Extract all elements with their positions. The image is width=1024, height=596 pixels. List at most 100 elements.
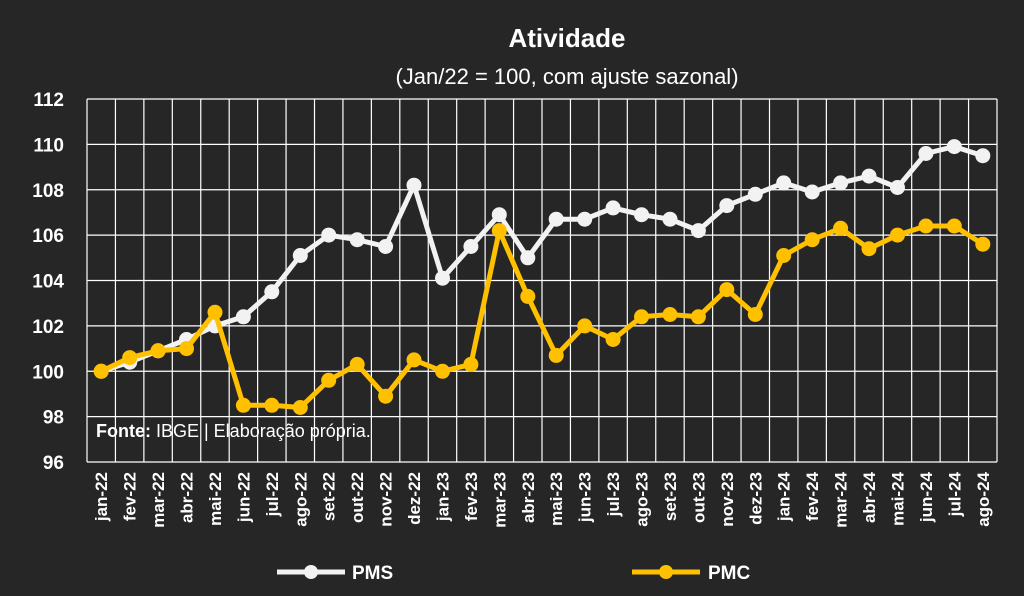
point-pmc bbox=[776, 248, 792, 263]
x-tick-label: jun-23 bbox=[576, 472, 595, 523]
x-tick-label: jan-23 bbox=[433, 472, 452, 522]
legend-marker-pms bbox=[304, 565, 318, 579]
point-pmc bbox=[264, 397, 280, 413]
x-tick-label: abr-23 bbox=[519, 472, 538, 523]
point-pmc bbox=[577, 318, 593, 334]
point-pmc bbox=[235, 397, 251, 413]
point-pms bbox=[491, 207, 507, 223]
point-pmc bbox=[207, 304, 223, 320]
x-tick-label: fev-23 bbox=[462, 472, 481, 521]
point-pms bbox=[890, 180, 905, 195]
x-tick-label: ago-24 bbox=[974, 471, 993, 526]
x-tick-label: dez-22 bbox=[405, 472, 424, 525]
x-tick-label: mai-24 bbox=[888, 471, 907, 525]
point-pmc bbox=[435, 363, 450, 379]
point-pms bbox=[946, 139, 962, 155]
chart-title: Atividade bbox=[508, 23, 625, 53]
chart-subtitle: (Jan/22 = 100, com ajuste sazonal) bbox=[395, 64, 738, 89]
point-pms bbox=[406, 177, 422, 193]
y-tick-label: 106 bbox=[32, 226, 64, 247]
x-tick-label: out-22 bbox=[348, 472, 367, 523]
x-tick-label: mar-22 bbox=[149, 472, 168, 528]
legend-marker-pmc bbox=[659, 565, 673, 579]
y-axis: 96 98 100 102 104 106 108 110 112 bbox=[32, 90, 64, 474]
point-pms bbox=[833, 175, 849, 191]
point-pmc bbox=[93, 363, 109, 379]
grid bbox=[86, 98, 998, 463]
point-pms bbox=[292, 248, 308, 263]
x-tick-label: jan-24 bbox=[775, 471, 794, 522]
y-tick-label: 100 bbox=[32, 362, 64, 383]
point-pms bbox=[776, 175, 792, 191]
x-tick-label: nov-22 bbox=[377, 472, 396, 527]
point-pms bbox=[719, 198, 735, 214]
point-pmc bbox=[122, 350, 138, 366]
x-tick-label: fev-22 bbox=[121, 472, 140, 521]
point-pmc bbox=[179, 341, 194, 357]
x-tick-label: jun-24 bbox=[917, 471, 936, 523]
point-pms bbox=[662, 211, 678, 227]
y-tick-label: 112 bbox=[33, 90, 64, 111]
point-pmc bbox=[946, 218, 962, 234]
x-tick-label: ago-22 bbox=[291, 472, 310, 527]
source-text: IBGE | Elaboração própria. bbox=[151, 421, 371, 441]
point-pmc bbox=[662, 307, 678, 322]
x-tick-label: dez-23 bbox=[746, 472, 765, 525]
y-tick-label: 104 bbox=[32, 272, 64, 293]
point-pms bbox=[235, 309, 251, 325]
point-pmc bbox=[548, 347, 564, 363]
x-tick-label: ago-23 bbox=[633, 472, 652, 527]
point-pmc bbox=[747, 307, 763, 322]
series-pmc bbox=[93, 218, 991, 415]
point-pmc bbox=[719, 282, 735, 298]
x-tick-label: mai-22 bbox=[206, 472, 225, 526]
x-tick-label: jun-22 bbox=[234, 472, 253, 523]
source-annotation: Fonte: IBGE | Elaboração própria. bbox=[96, 421, 371, 441]
point-pms bbox=[520, 250, 536, 266]
point-pms bbox=[918, 146, 934, 161]
x-tick-label: jul-23 bbox=[604, 472, 623, 517]
point-pmc bbox=[406, 352, 422, 368]
point-pmc bbox=[890, 227, 905, 243]
point-pms bbox=[548, 211, 564, 227]
point-pms bbox=[264, 284, 280, 300]
x-tick-label: mar-24 bbox=[832, 471, 851, 527]
point-pmc bbox=[634, 309, 649, 325]
y-tick-label: 102 bbox=[32, 317, 64, 338]
x-tick-label: set-23 bbox=[661, 472, 680, 521]
legend-label-pms: PMS bbox=[352, 563, 393, 584]
x-tick-label: jan-22 bbox=[92, 472, 111, 522]
legend-item-pmc: PMC bbox=[632, 563, 751, 584]
point-pmc bbox=[861, 241, 877, 257]
point-pmc bbox=[292, 400, 308, 415]
series-group bbox=[93, 139, 991, 415]
x-tick-label: abr-24 bbox=[860, 471, 879, 523]
point-pmc bbox=[321, 372, 337, 388]
point-pms bbox=[690, 223, 706, 239]
source-label: Fonte: bbox=[96, 421, 151, 441]
point-pmc bbox=[833, 220, 849, 236]
point-pms bbox=[321, 227, 337, 243]
point-pms bbox=[378, 239, 394, 254]
point-pms bbox=[577, 211, 593, 227]
x-tick-label: abr-22 bbox=[178, 472, 197, 523]
x-tick-label: mai-23 bbox=[547, 472, 566, 526]
point-pmc bbox=[804, 232, 820, 248]
point-pms bbox=[634, 207, 649, 223]
point-pmc bbox=[463, 356, 479, 372]
x-tick-label: mar-23 bbox=[490, 472, 509, 528]
x-tick-label: set-22 bbox=[320, 472, 339, 521]
point-pmc bbox=[491, 223, 507, 239]
point-pms bbox=[435, 270, 450, 286]
point-pmc bbox=[690, 309, 706, 325]
legend-item-pms: PMS bbox=[277, 563, 393, 584]
point-pmc bbox=[378, 388, 394, 404]
point-pmc bbox=[975, 236, 991, 252]
y-tick-label: 110 bbox=[33, 135, 64, 156]
x-tick-label: jul-24 bbox=[945, 471, 964, 517]
point-pmc bbox=[349, 356, 365, 372]
y-tick-label: 98 bbox=[43, 408, 64, 429]
x-tick-label: fev-24 bbox=[803, 471, 822, 521]
point-pms bbox=[975, 148, 991, 164]
